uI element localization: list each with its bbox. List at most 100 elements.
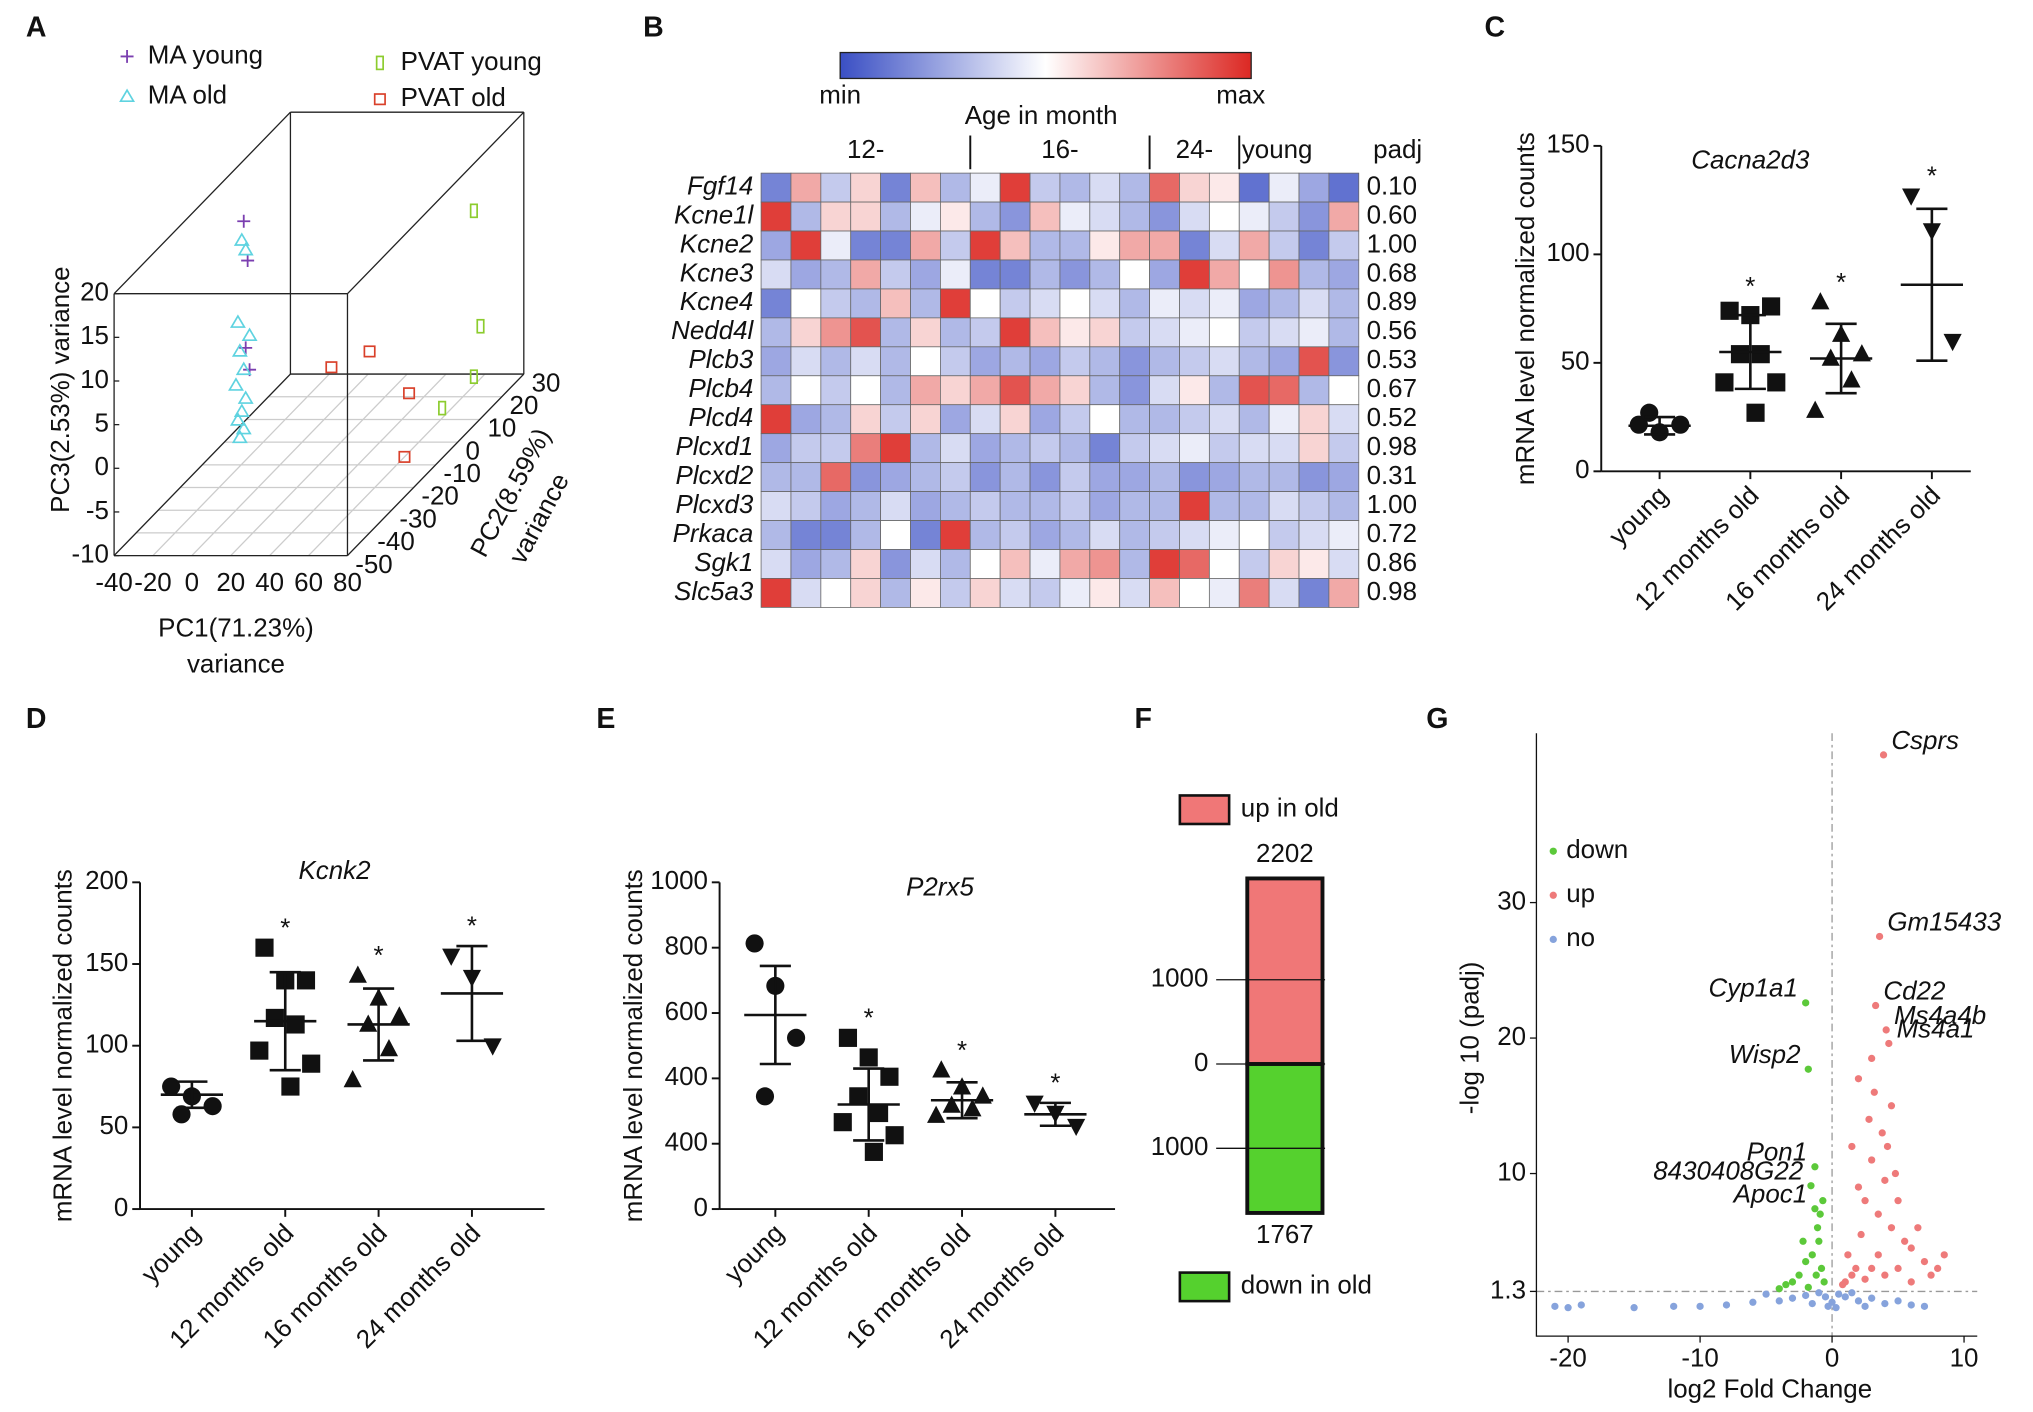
- heat-cell: [1268, 172, 1300, 203]
- heat-cell: [790, 578, 822, 608]
- point: [755, 1087, 775, 1106]
- point: [237, 214, 251, 228]
- heat-cell: [940, 317, 971, 348]
- heat-cell: [850, 520, 882, 550]
- point: [255, 938, 274, 957]
- heat-cell: [1298, 462, 1330, 492]
- heat-cell: [969, 346, 1001, 377]
- heat-cell: [1029, 491, 1061, 521]
- heat-cell: [1059, 172, 1091, 203]
- point: [1788, 1294, 1797, 1302]
- heat-cell: [1208, 520, 1240, 550]
- point: [1802, 999, 1810, 1007]
- point: [942, 1095, 961, 1113]
- panel-label: A: [26, 12, 47, 44]
- point: [1832, 1304, 1840, 1312]
- heat-cell: [1238, 346, 1270, 377]
- z-tick-label: 10: [80, 366, 109, 394]
- point: [235, 420, 252, 435]
- padj-label: 0.86: [1367, 549, 1417, 577]
- chart-title: P2rx5: [906, 874, 974, 902]
- point-label: Ms4a4b: [1894, 1002, 1986, 1030]
- heat-cell: [1208, 578, 1240, 608]
- heat-cell: [760, 317, 792, 348]
- y-tick-label: 0: [1194, 1049, 1208, 1077]
- heat-cell: [1149, 404, 1180, 435]
- point: [1870, 1088, 1878, 1096]
- point-label: Pon1: [1747, 1139, 1808, 1167]
- heat-cell: [1059, 288, 1091, 319]
- y-tick-label: 50: [100, 1112, 129, 1140]
- legend-label: no: [1566, 924, 1595, 952]
- point: [1874, 1251, 1882, 1259]
- heat-cell: [760, 230, 792, 261]
- heat-cell: [880, 491, 911, 521]
- x-tick-label: 10: [1950, 1344, 1979, 1372]
- point: [1848, 1289, 1856, 1297]
- point: [1804, 1283, 1812, 1291]
- heat-cell: [1208, 346, 1240, 377]
- point: [1696, 1302, 1704, 1310]
- heat-cell: [790, 433, 822, 464]
- error-bar: [176, 1080, 208, 1110]
- point: [286, 1015, 305, 1034]
- x-tick-label: -40: [95, 569, 132, 597]
- heat-cell: [790, 201, 822, 232]
- heat-cell: [880, 172, 911, 203]
- point: [1812, 1271, 1820, 1279]
- heat-cell: [760, 201, 792, 232]
- heat-cell: [1119, 172, 1150, 203]
- point: [241, 327, 258, 342]
- heat-cell: [969, 230, 1001, 261]
- point: [1806, 400, 1825, 418]
- heat-cell: [1208, 375, 1240, 406]
- error-bar: [456, 944, 488, 1043]
- point: [859, 1048, 878, 1067]
- heat-cell: [940, 462, 971, 492]
- heat-cell: [880, 549, 911, 579]
- heat-cell: [1328, 201, 1360, 232]
- y-tick-label: 1000: [650, 867, 708, 895]
- heat-cell: [1029, 230, 1061, 261]
- z-tick-label: -10: [71, 540, 108, 568]
- point: [398, 450, 411, 463]
- heat-cell: [1179, 491, 1210, 521]
- heat-cell: [790, 288, 822, 319]
- point: [1854, 1297, 1863, 1305]
- x-tick-label: young: [1604, 481, 1674, 551]
- row-label: Plcxd2: [675, 462, 753, 490]
- heat-cell: [969, 172, 1001, 203]
- point: [162, 1077, 181, 1096]
- heat-cell: [1328, 462, 1360, 492]
- legend-label: PVAT old: [401, 84, 506, 112]
- padj-label: 0.60: [1367, 201, 1417, 229]
- padj-label: 0.10: [1367, 172, 1417, 200]
- point: [1762, 1290, 1770, 1298]
- y-tick-label: 400: [665, 1063, 708, 1091]
- y-tick-label: -30: [399, 505, 436, 533]
- y-tick-label: -40: [377, 528, 414, 556]
- y-tick-label: 1000: [1151, 965, 1209, 993]
- point: [1881, 1176, 1889, 1184]
- heat-cell: [1238, 288, 1270, 319]
- point: [265, 1008, 284, 1028]
- point: [237, 241, 254, 256]
- heat-cell: [1119, 433, 1150, 464]
- legend-marker: [1549, 891, 1557, 899]
- heat-cell: [760, 520, 792, 550]
- heat-cell: [1119, 375, 1150, 406]
- row-label: Nedd4l: [671, 317, 754, 345]
- heat-cell: [1059, 462, 1091, 492]
- heat-cell: [820, 578, 852, 608]
- error-bar: [759, 964, 791, 1066]
- heat-cell: [910, 172, 941, 203]
- group-label: 12-: [847, 136, 884, 164]
- point: [1767, 373, 1786, 392]
- point: [1879, 751, 1888, 759]
- heat-cell: [850, 201, 882, 232]
- group-label: young: [1242, 136, 1313, 164]
- point: [233, 403, 250, 417]
- heat-cell: [1208, 288, 1240, 319]
- x-axis-label: PC1(71.23%): [158, 614, 314, 642]
- legend-marker: [373, 93, 386, 106]
